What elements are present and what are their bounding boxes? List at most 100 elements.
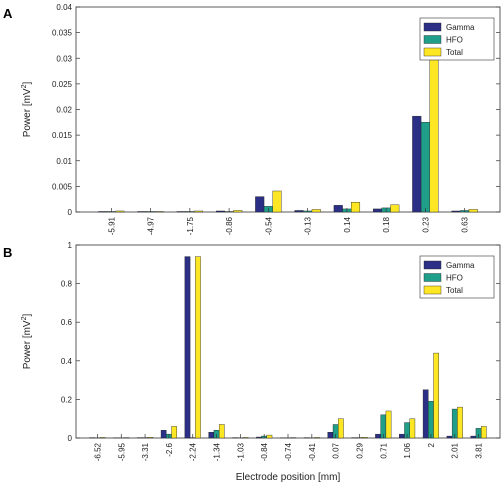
- y-axis-label-text: Power [mV: [22, 320, 33, 369]
- y-axis-label-sup: 2: [21, 84, 28, 88]
- x-tick-label: 0.18: [382, 216, 391, 232]
- y-axis-label: Power [mV2]: [21, 81, 33, 137]
- y-tick-label: 0.025: [52, 80, 73, 89]
- x-tick-label: -0.41: [308, 442, 317, 461]
- bar-total--4.97: [154, 211, 164, 213]
- y-tick-label: 0.2: [61, 395, 73, 404]
- bar-gamma-2.01: [446, 435, 453, 439]
- bar-gamma-1.06: [399, 433, 405, 439]
- x-tick-label: -1.34: [213, 442, 222, 461]
- bar-total-0.14: [351, 202, 361, 213]
- bar-gamma--1.75: [176, 211, 186, 213]
- legend-entry-hfo: HFO: [446, 36, 463, 45]
- bar-total--0.86: [233, 210, 243, 213]
- legend-entry-total: Total: [446, 48, 463, 57]
- bar-total--0.13: [311, 209, 321, 213]
- bar-total-0.07: [338, 418, 344, 439]
- y-tick-label: 0.01: [56, 157, 72, 166]
- bar-total--2.6: [171, 426, 177, 439]
- bar-hfo-2: [428, 401, 434, 439]
- legend-swatch-total: [423, 47, 442, 57]
- legend: Gamma HFO Total: [419, 17, 495, 61]
- bar-gamma--0.84: [256, 436, 262, 439]
- x-tick-label: -3.31: [141, 442, 150, 461]
- bar-total-1.06: [409, 418, 416, 439]
- legend-entry-gamma: Gamma: [446, 23, 475, 32]
- bar-total-0.71: [385, 410, 392, 439]
- x-tick-label: 0.23: [421, 216, 430, 232]
- bar-gamma-0.23: [412, 115, 422, 213]
- x-tick-label: -0.86: [225, 216, 234, 235]
- x-tick-label: -2.6: [165, 442, 174, 456]
- y-tick-label: 1: [68, 241, 73, 250]
- bar-total-2.01: [457, 406, 463, 439]
- bar-gamma-0.18: [372, 208, 383, 213]
- bar-total--0.41: [314, 437, 320, 439]
- panel-label: A: [3, 6, 13, 21]
- bar-gamma-0.71: [375, 433, 381, 439]
- bar-total--2.24: [195, 256, 201, 439]
- legend-swatch-total: [423, 285, 442, 295]
- y-tick-label: 0.02: [56, 106, 72, 115]
- x-tick-label: -0.74: [284, 442, 293, 461]
- y-axis-label: Power [mV2]: [21, 313, 33, 369]
- bar-gamma--2.24: [184, 256, 191, 439]
- x-tick-label: -6.52: [93, 442, 102, 461]
- y-axis-label-text: Power [mV: [22, 88, 33, 137]
- y-axis-label-sup: 2: [21, 316, 28, 320]
- bar-total--6.52: [99, 437, 106, 439]
- bar-total-0.18: [390, 204, 400, 213]
- x-tick-label: 0.63: [461, 216, 470, 232]
- legend: Gamma HFO Total: [419, 255, 495, 299]
- legend-swatch-gamma: [423, 22, 442, 32]
- x-tick-label: -1.03: [236, 442, 245, 461]
- bar-gamma--0.86: [215, 210, 225, 213]
- y-tick-label: 0.005: [52, 182, 73, 191]
- bar-total--1.03: [242, 437, 249, 439]
- bar-gamma-0.14: [333, 205, 343, 213]
- x-tick-label: 1.06: [403, 442, 412, 458]
- bar-total--3.31: [147, 437, 154, 439]
- legend-entry-gamma: Gamma: [446, 261, 475, 270]
- bar-total-2: [433, 352, 439, 439]
- x-tick-label: -0.84: [260, 442, 269, 461]
- x-tick-label: 2: [427, 442, 436, 447]
- x-tick-label: -5.95: [117, 442, 126, 461]
- y-tick-label: 0: [68, 208, 73, 217]
- bar-total--0.54: [272, 190, 282, 213]
- x-tick-label: -5.91: [107, 216, 116, 235]
- bar-gamma--0.54: [255, 196, 265, 213]
- y-tick-label: 0.015: [52, 131, 73, 140]
- x-tick-label: 2.01: [451, 442, 460, 458]
- y-tick-label: 0.4: [61, 357, 73, 366]
- y-tick-label: 0.03: [56, 54, 72, 63]
- x-tick-label: -2.24: [189, 442, 198, 461]
- y-tick-label: 0: [68, 434, 73, 443]
- panel-label: B: [3, 245, 12, 260]
- x-tick-label: 3.81: [475, 442, 484, 458]
- bar-gamma-0.63: [451, 210, 461, 213]
- bar-total--5.91: [115, 210, 125, 213]
- bar-gamma--1.34: [208, 432, 215, 439]
- bar-gamma-0.07: [327, 432, 334, 439]
- y-tick-label: 0.6: [61, 318, 73, 327]
- legend-swatch-gamma: [423, 260, 442, 270]
- chart-panel-a: A 0 0.005 0.01 0.015 0.02 0.025 0.03 0.035 0.04 Po…: [3, 3, 501, 235]
- bar-gamma--0.13: [294, 210, 304, 213]
- bar-gamma-3.81: [470, 435, 477, 439]
- x-tick-label: -1.75: [186, 216, 195, 235]
- x-tick-label: 0.71: [379, 442, 388, 458]
- x-tick-label: 0.29: [355, 442, 364, 458]
- y-tick-label: 0.04: [56, 3, 72, 12]
- legend-entry-hfo: HFO: [446, 274, 463, 283]
- legend-swatch-hfo: [423, 273, 442, 282]
- y-axis-label-end: ]: [22, 81, 33, 84]
- x-tick-label: 0.14: [343, 216, 352, 232]
- bar-gamma-2: [422, 389, 429, 439]
- y-tick-label: 0.035: [52, 29, 73, 38]
- bar-gamma--4.97: [137, 211, 147, 213]
- x-tick-label: 0.07: [332, 442, 341, 458]
- y-axis-label-end: ]: [22, 313, 33, 316]
